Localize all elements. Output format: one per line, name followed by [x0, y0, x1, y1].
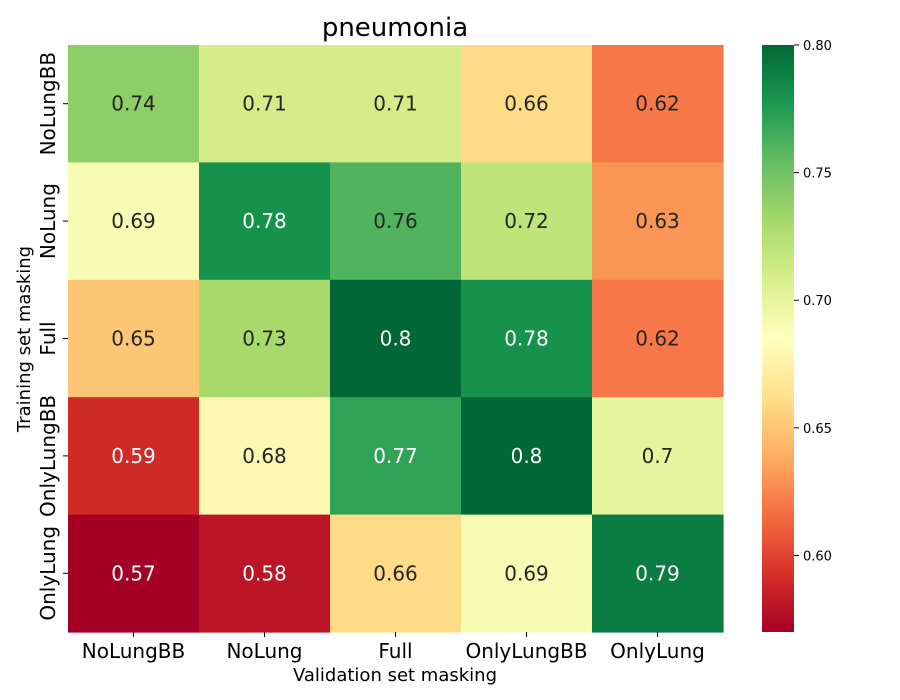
x-tick-label: NoLungBB: [82, 639, 185, 663]
heatmap-cell: [461, 514, 593, 633]
colorbar-tick-label: 0.80: [803, 39, 832, 54]
heatmap-cell: [68, 397, 200, 516]
y-axis-label: Training set masking: [14, 246, 35, 433]
heatmap-cell: [330, 162, 462, 281]
colorbar-tick-label: 0.60: [803, 549, 832, 564]
heatmap-cell-value: 0.8: [511, 444, 543, 468]
heatmap-cell-value: 0.69: [111, 209, 156, 233]
y-tick-label: NoLungBB: [36, 52, 60, 155]
x-tick-label: NoLung: [226, 639, 302, 663]
heatmap-cell: [461, 279, 593, 398]
heatmap-cell: [199, 45, 331, 163]
heatmap-cell-value: 0.62: [635, 327, 680, 351]
heatmap-cell: [592, 162, 724, 281]
heatmap-cell-value: 0.72: [504, 209, 549, 233]
heatmap-cell-value: 0.69: [504, 561, 549, 585]
heatmap-cell: [461, 397, 593, 516]
heatmap-cell-value: 0.63: [635, 209, 680, 233]
heatmap-cell: [199, 279, 331, 398]
y-tick-label: NoLung: [36, 183, 60, 259]
heatmap-cell: [592, 514, 724, 633]
heatmap-cell-value: 0.77: [373, 444, 418, 468]
heatmap-cell-value: 0.66: [373, 561, 418, 585]
heatmap-cells: [68, 45, 724, 633]
heatmap-cell: [592, 45, 724, 163]
heatmap-cell: [592, 279, 724, 398]
y-axis-ticks: NoLungBB NoLung Full OnlyLungBB OnlyLung: [36, 52, 68, 621]
heatmap-cell: [461, 45, 593, 163]
heatmap-cell: [330, 279, 462, 398]
heatmap-cell: [68, 45, 200, 163]
heatmap-cell-value: 0.58: [242, 561, 287, 585]
x-tick-label: OnlyLungBB: [465, 639, 587, 663]
heatmap-cell: [68, 514, 200, 633]
heatmap-cell: [199, 162, 331, 281]
heatmap-cell: [592, 397, 724, 516]
heatmap-cell-value: 0.62: [635, 92, 680, 116]
heatmap-cell-value: 0.57: [111, 561, 156, 585]
colorbar: 0.60 0.65 0.70 0.75 0.80: [762, 39, 832, 632]
heatmap-cell-value: 0.8: [380, 327, 412, 351]
heatmap-cell-value: 0.7: [642, 444, 674, 468]
x-tick-label: Full: [378, 639, 412, 663]
colorbar-tick-label: 0.75: [803, 167, 832, 182]
heatmap-cell: [330, 397, 462, 516]
heatmap-cell: [461, 162, 593, 281]
colorbar-tick-label: 0.65: [803, 422, 832, 437]
heatmap-cell-labels: 0.74 0.71 0.71 0.66 0.62 0.69 0.78 0.76 0.72 0.63…: [111, 92, 680, 586]
heatmap-cell: [199, 514, 331, 633]
colorbar-tick-label: 0.70: [803, 294, 832, 309]
heatmap-cell-value: 0.71: [242, 92, 287, 116]
heatmap-cell: [199, 397, 331, 516]
colorbar-gradient: [762, 45, 794, 632]
chart-title: pneumonia: [322, 13, 468, 43]
heatmap-cell: [330, 514, 462, 633]
x-axis-label: Validation set masking: [293, 665, 497, 686]
x-tick-label: OnlyLung: [610, 639, 705, 663]
heatmap-cell-value: 0.71: [373, 92, 418, 116]
heatmap-cell-value: 0.78: [504, 327, 549, 351]
heatmap-cell: [330, 45, 462, 163]
heatmap-cell-value: 0.65: [111, 327, 156, 351]
heatmap-cell-value: 0.73: [242, 327, 287, 351]
heatmap-cell: [68, 162, 200, 281]
y-tick-label: OnlyLungBB: [36, 395, 60, 517]
colorbar-ticks: 0.60 0.65 0.70 0.75 0.80: [794, 39, 832, 564]
heatmap-cell-value: 0.76: [373, 209, 418, 233]
heatmap-cell-value: 0.68: [242, 444, 287, 468]
heatmap-cell-value: 0.78: [242, 209, 287, 233]
heatmap-cell-value: 0.74: [111, 92, 156, 116]
heatmap-cell-value: 0.59: [111, 444, 156, 468]
y-tick-label: Full: [36, 321, 60, 355]
heatmap-cell: [68, 279, 200, 398]
heatmap-cell-value: 0.79: [635, 561, 680, 585]
heatmap-cell-value: 0.66: [504, 92, 549, 116]
y-tick-label: OnlyLung: [36, 526, 60, 621]
x-axis-ticks: NoLungBB NoLung Full OnlyLungBB OnlyLung: [82, 632, 705, 663]
